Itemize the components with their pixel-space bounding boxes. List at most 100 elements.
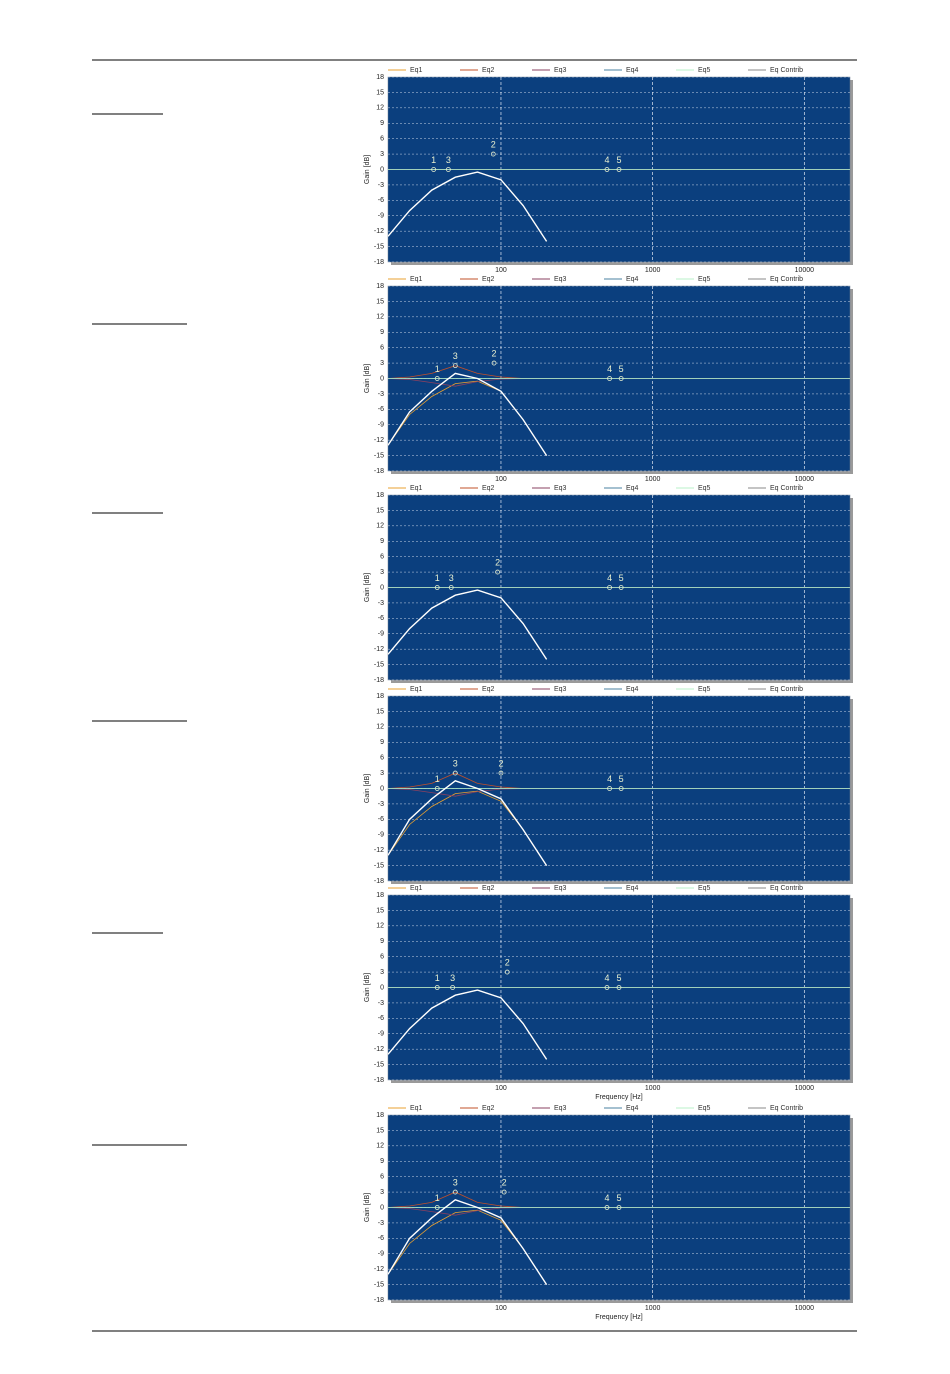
y-tick-label: 3: [380, 1189, 384, 1196]
legend-label: Eq Contrib: [770, 686, 803, 693]
y-axis-label: Gain [dB]: [364, 364, 371, 393]
eq-marker: [607, 376, 612, 381]
legend-label: Eq2: [482, 1105, 495, 1112]
x-tick-label: 1000: [645, 1085, 661, 1092]
legend-label: Eq Contrib: [770, 1105, 803, 1112]
y-tick-label: 0: [380, 785, 384, 792]
y-tick-label: -12: [374, 847, 384, 854]
y-tick-label: 6: [380, 1174, 384, 1181]
y-tick-label: -18: [374, 878, 384, 885]
legend-label: Eq1: [410, 276, 423, 283]
eq-marker: [495, 569, 500, 575]
y-tick-label: -3: [378, 391, 384, 398]
x-tick-label: 1000: [645, 1305, 661, 1312]
y-tick-label: 12: [376, 1143, 384, 1150]
legend-label: Eq2: [482, 686, 495, 693]
y-tick-label: -3: [378, 182, 384, 189]
y-axis-label: Gain [dB]: [364, 573, 371, 602]
legend-label: Eq4: [626, 885, 639, 892]
marker-label: 3: [450, 973, 455, 983]
y-tick-label: -6: [378, 406, 384, 413]
marker-label: 1: [435, 573, 440, 583]
y-tick-label: 3: [380, 569, 384, 576]
plot-lines: [388, 987, 850, 1060]
legend-label: Eq4: [626, 485, 639, 492]
legend-label: Eq1: [410, 686, 423, 693]
y-axis-label: Gain [dB]: [364, 1193, 371, 1222]
y-tick-label: -18: [374, 259, 384, 266]
legend-label: Eq1: [410, 1105, 423, 1112]
legend-label: Eq2: [482, 485, 495, 492]
marker-label: 2: [495, 557, 500, 567]
y-tick-label: -6: [378, 816, 384, 823]
y-tick-label: -3: [378, 600, 384, 607]
y-tick-label: -3: [378, 801, 384, 808]
y-tick-label: -15: [374, 243, 384, 250]
plot-lines: [388, 169, 850, 242]
legend-label: Eq4: [626, 276, 639, 283]
eq-marker: [434, 376, 440, 381]
x-tick-label: 100: [495, 1085, 507, 1092]
marker-label: 5: [616, 155, 621, 165]
eq-marker: [607, 585, 612, 590]
y-tick-label: 15: [376, 507, 384, 514]
y-tick-label: -12: [374, 646, 384, 653]
eq-marker: [490, 151, 496, 157]
y-tick-label: -12: [374, 437, 384, 444]
y-tick-label: 12: [376, 724, 384, 731]
y-tick-label: -9: [378, 422, 384, 429]
chart: Eq1 Eq2 Eq3 Eq4 Eq5 Eq Contrib1815129630-3-6-…: [362, 1104, 857, 1321]
eq-marker: [616, 1205, 622, 1210]
y-tick-label: -18: [374, 1077, 384, 1084]
y-tick-label: 9: [380, 329, 384, 336]
y-tick-label: 0: [380, 584, 384, 591]
legend-label: Eq3: [554, 485, 567, 492]
y-tick-label: -6: [378, 197, 384, 204]
marker-label: 4: [607, 573, 612, 583]
y-tick-label: 0: [380, 984, 384, 991]
legend-label: Eq3: [554, 1105, 567, 1112]
legend-label: Eq Contrib: [770, 885, 803, 892]
legend-label: Eq Contrib: [770, 485, 803, 492]
marker-label: 1: [435, 973, 440, 983]
legend-label: Eq5: [698, 686, 711, 693]
eq-marker: [434, 585, 440, 590]
marker-label: 5: [616, 1193, 621, 1203]
y-tick-label: 12: [376, 314, 384, 321]
eq-marker: [618, 376, 624, 381]
y-tick-label: -12: [374, 1046, 384, 1053]
chart: Eq1 Eq2 Eq3 Eq4 Eq5 Eq Contrib1815129630-3-6-…: [362, 884, 857, 1101]
legend-label: Eq5: [698, 1105, 711, 1112]
marker-label: 3: [453, 758, 458, 768]
legend-label: Eq4: [626, 67, 639, 74]
eq-marker: [450, 985, 456, 990]
marker-label: 2: [505, 957, 510, 967]
marker-label: 5: [616, 973, 621, 983]
series-line: [388, 589, 548, 660]
y-tick-label: 15: [376, 298, 384, 305]
y-tick-label: 6: [380, 954, 384, 961]
x-tick-label: 10000: [795, 1085, 815, 1092]
legend-label: Eq Contrib: [770, 276, 803, 283]
eq-marker: [618, 585, 624, 590]
legend-label: Eq3: [554, 67, 567, 74]
eq-marker: [616, 985, 622, 990]
y-tick-label: -9: [378, 1251, 384, 1258]
eq-marker: [504, 969, 510, 975]
marker-label: 5: [619, 774, 624, 784]
eq-marker: [452, 1189, 458, 1195]
series-line: [388, 1199, 548, 1285]
eq-marker: [434, 985, 440, 990]
legend-label: Eq2: [482, 885, 495, 892]
y-tick-label: 3: [380, 969, 384, 976]
marker-label: 3: [449, 573, 454, 583]
marker-label: 2: [491, 139, 496, 149]
eq-marker: [445, 167, 451, 172]
y-tick-label: 6: [380, 345, 384, 352]
eq-marker: [498, 770, 504, 776]
y-tick-label: 18: [376, 1112, 384, 1119]
y-tick-label: -9: [378, 631, 384, 638]
y-tick-label: 0: [380, 375, 384, 382]
x-axis-label: Frequency [Hz]: [595, 1314, 643, 1321]
